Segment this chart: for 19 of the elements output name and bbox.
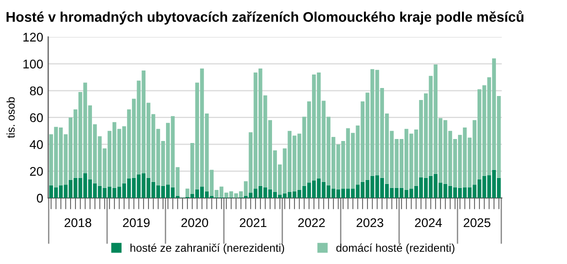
x-tick-label: 2020 [181,218,208,228]
y-tick-label: 100 [23,60,43,68]
y-tick-label: 0 [36,194,43,203]
x-tick-label: 2019 [123,218,150,228]
legend-label: domácí hosté (rezidenti) [336,244,454,254]
y-tick-label: 80 [30,86,43,96]
x-tick-label: 2022 [298,218,325,228]
y-axis-title: tis. osob [6,97,15,138]
x-tick-label: 2018 [64,218,92,228]
x-tick-label: 2025 [464,218,490,228]
legend-label: hosté ze zahraničí (nerezidenti) [130,244,284,254]
chart-title: Hosté v hromadných ubytovacích zařízeních Olomouckého kraje podle měsíců [6,10,524,25]
x-tick-label: 2024 [415,218,442,228]
y-tick-label: 120 [23,32,43,42]
y-tick-label: 20 [30,166,43,176]
y-tick-label: 40 [30,140,43,149]
x-tick-label: 2023 [356,218,384,228]
x-tick-label: 2021 [240,218,266,228]
y-tick-label: 60 [30,113,43,122]
